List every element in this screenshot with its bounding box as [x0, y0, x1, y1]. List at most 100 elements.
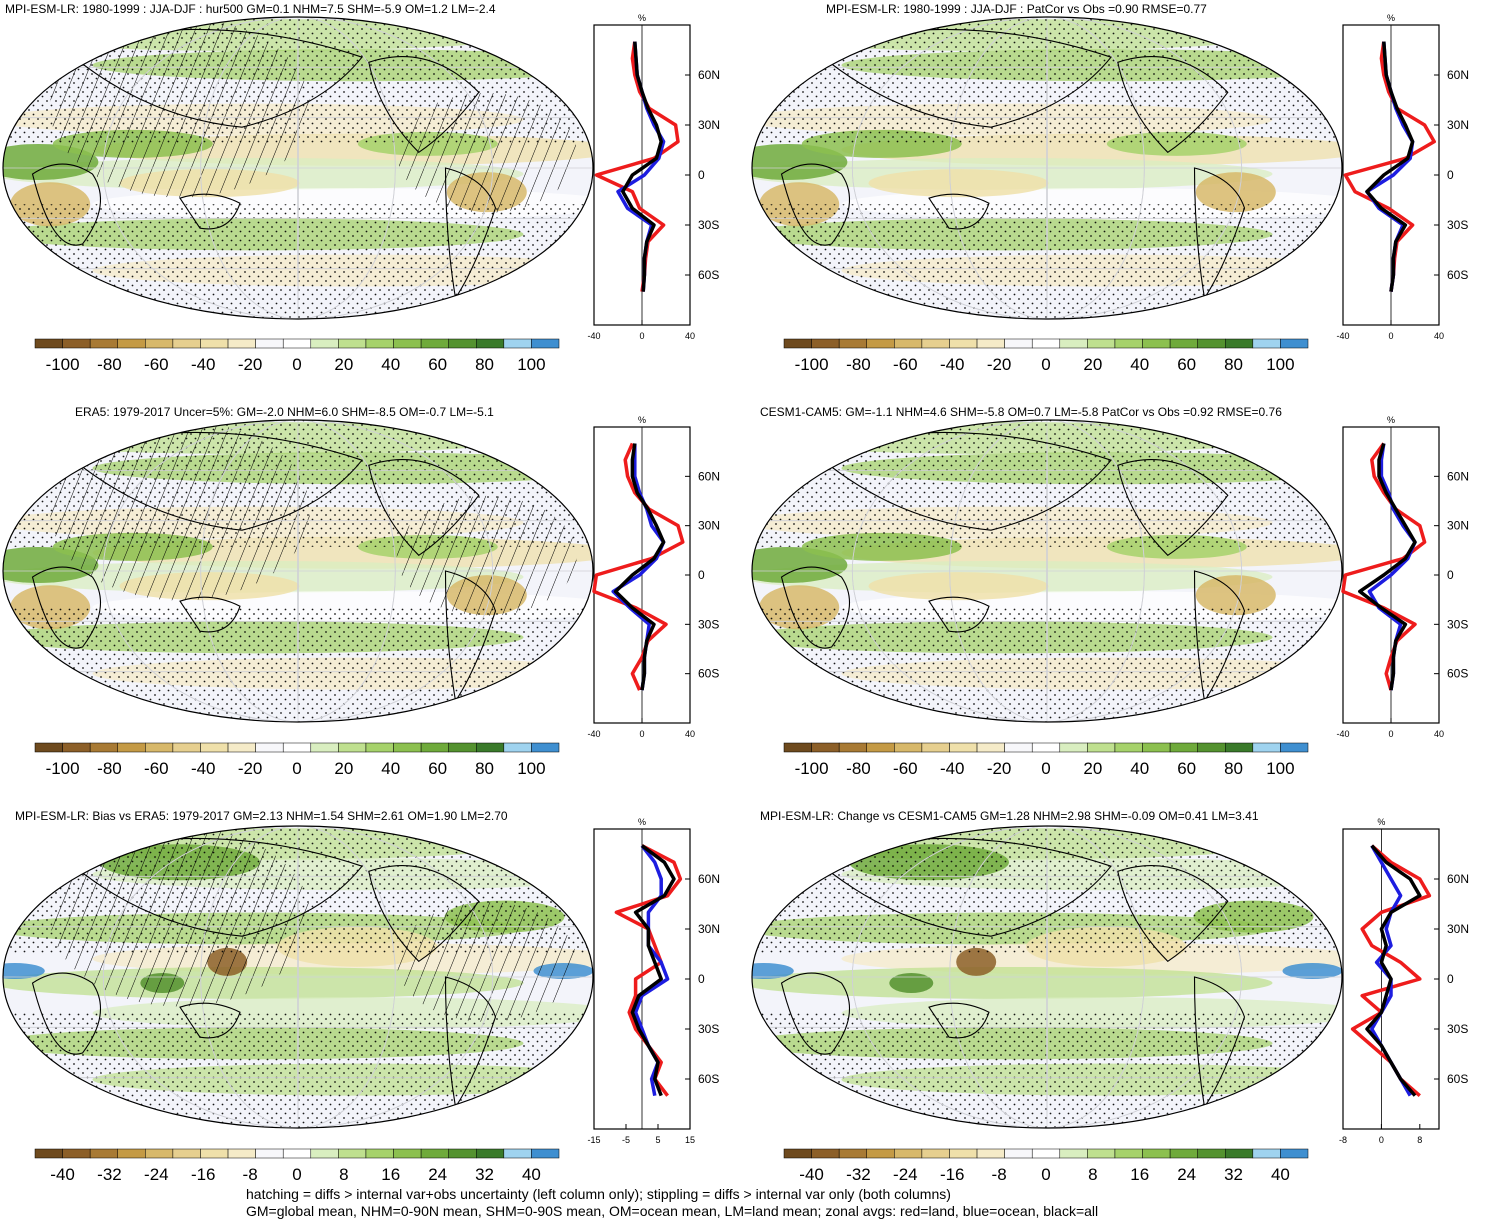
x-tick-label: -40	[587, 729, 600, 739]
colorbar-swatch	[1169, 1148, 1198, 1159]
colorbar-tick-label: 80	[475, 759, 494, 778]
colorbar-swatch	[448, 1148, 477, 1159]
footer-line-1: hatching = diffs > internal var+obs unce…	[246, 1186, 951, 1202]
panel-title: CESM1-CAM5: GM=-1.1 NHM=4.6 SHM=-5.8 OM=…	[760, 405, 1282, 419]
colorbar-tick-label: -24	[893, 1165, 918, 1184]
colorbar-swatch	[838, 338, 867, 349]
lat-tick-label: 30N	[1447, 922, 1469, 936]
colorbar-tick-label: -8	[992, 1165, 1007, 1184]
colorbar-swatch	[62, 338, 91, 349]
colorbar-tick-label: 40	[1130, 355, 1149, 374]
colorbar-swatch	[200, 338, 229, 349]
colorbar-tick-label: -100	[795, 759, 829, 778]
all-mean-line	[1365, 41, 1415, 292]
colorbar-swatch	[420, 1148, 449, 1159]
colorbar-tick-label: -60	[144, 759, 169, 778]
colorbar-swatch	[393, 742, 422, 753]
x-tick-label: -15	[587, 1135, 600, 1145]
colorbar-tick-label: 20	[334, 355, 353, 374]
colorbar-tick-label: -20	[987, 759, 1012, 778]
map-field	[3, 420, 593, 722]
colorbar-swatch	[811, 338, 840, 349]
colorbar-tick-label: -40	[799, 1165, 824, 1184]
colorbar-tick-label: -20	[987, 355, 1012, 374]
colorbar-swatch	[1197, 338, 1226, 349]
colorbar-swatch	[448, 338, 477, 349]
colorbar-tick-label: 32	[475, 1165, 494, 1184]
colorbar-swatch	[949, 338, 978, 349]
colorbar-swatch	[531, 338, 560, 349]
x-tick-label: 40	[1434, 331, 1444, 341]
map-border	[751, 825, 1343, 1129]
x-tick-label: -40	[1336, 331, 1349, 341]
colorbar-swatch	[921, 742, 950, 753]
colorbar-swatch	[1004, 1148, 1033, 1159]
colorbar-swatch	[1197, 742, 1226, 753]
colorbar-tick-label: -100	[795, 355, 829, 374]
colorbar-tick-label: -32	[846, 1165, 871, 1184]
colorbar-swatch	[310, 338, 339, 349]
colorbar-swatch	[1169, 742, 1198, 753]
map-field	[752, 17, 1342, 319]
colorbar-tick-label: 80	[1224, 759, 1243, 778]
lat-tick-label: 30S	[698, 218, 719, 232]
colorbar-swatch	[1142, 742, 1171, 753]
colorbar-swatch	[1225, 1148, 1254, 1159]
all-mean-line	[1365, 844, 1422, 1097]
colorbar-tick-label: -100	[46, 759, 80, 778]
colorbar-swatch	[1059, 338, 1088, 349]
colorbar-swatch	[866, 338, 895, 349]
colorbar-swatch	[783, 742, 812, 753]
unit-label: %	[1387, 13, 1395, 23]
colorbar-tick-label: -80	[846, 759, 871, 778]
colorbar-swatch	[1031, 338, 1061, 349]
x-tick-label: 15	[685, 1135, 695, 1145]
unit-label: %	[638, 415, 646, 425]
x-tick-label: -40	[1336, 729, 1349, 739]
x-tick-label: 40	[685, 331, 695, 341]
lat-tick-label: 0	[1447, 568, 1454, 582]
ocean-mean-line	[1370, 844, 1412, 1097]
panel-p1: MPI-ESM-LR: 1980-1999 : JJA-DJF : hur500…	[2, 2, 720, 374]
colorbar-swatch	[503, 1148, 532, 1159]
colorbar-swatch	[976, 1148, 1005, 1159]
colorbar-swatch	[894, 1148, 923, 1159]
colorbar-swatch	[89, 338, 118, 349]
panel-title: MPI-ESM-LR: 1980-1999 : JJA-DJF : PatCor…	[826, 2, 1207, 16]
lat-tick-label: 30S	[698, 617, 719, 631]
colorbar: -40 -32 -24 -16 -8 0 8 16 24 32 40	[783, 1148, 1309, 1184]
map-border	[751, 419, 1343, 723]
colorbar-swatch	[338, 338, 367, 349]
lat-tick-label: 60S	[698, 667, 719, 681]
all-mean-line	[613, 443, 666, 691]
colorbar-swatch	[255, 742, 284, 753]
lat-tick-label: 30N	[1447, 519, 1469, 533]
colorbar-swatch	[1197, 1148, 1226, 1159]
lat-tick-label: 60N	[1447, 68, 1469, 82]
colorbar-tick-label: 100	[1266, 759, 1294, 778]
colorbar-tick-label: 0	[292, 355, 301, 374]
lat-tick-label: 30N	[1447, 118, 1469, 132]
x-tick-label: -8	[1339, 1135, 1347, 1145]
colorbar-swatch	[1142, 1148, 1171, 1159]
colorbar-swatch	[811, 742, 840, 753]
colorbar-swatch	[145, 742, 174, 753]
colorbar-swatch	[976, 742, 1005, 753]
colorbar: -100 -80 -60 -40 -20 0 20 40 60 80 100	[783, 338, 1309, 374]
lat-tick-label: 60N	[1447, 872, 1469, 886]
colorbar-tick-label: 60	[1177, 355, 1196, 374]
colorbar-swatch	[1280, 742, 1309, 753]
colorbar-tick-label: 40	[1271, 1165, 1290, 1184]
colorbar-swatch	[448, 742, 477, 753]
colorbar-swatch	[34, 338, 63, 349]
unit-label: %	[638, 817, 646, 827]
colorbar-tick-label: -40	[191, 355, 216, 374]
colorbar-tick-label: -80	[97, 355, 122, 374]
colorbar: -100 -80 -60 -40 -20 0 20 40 60 80 100	[34, 742, 560, 778]
x-tick-label: 40	[685, 729, 695, 739]
colorbar-tick-label: 16	[381, 1165, 400, 1184]
zonal-mean-plot: % 60N 30N 0 30S 60S -40 0 40	[587, 13, 720, 341]
lat-tick-label: 30S	[1447, 1022, 1468, 1036]
x-tick-label: 8	[1417, 1135, 1422, 1145]
